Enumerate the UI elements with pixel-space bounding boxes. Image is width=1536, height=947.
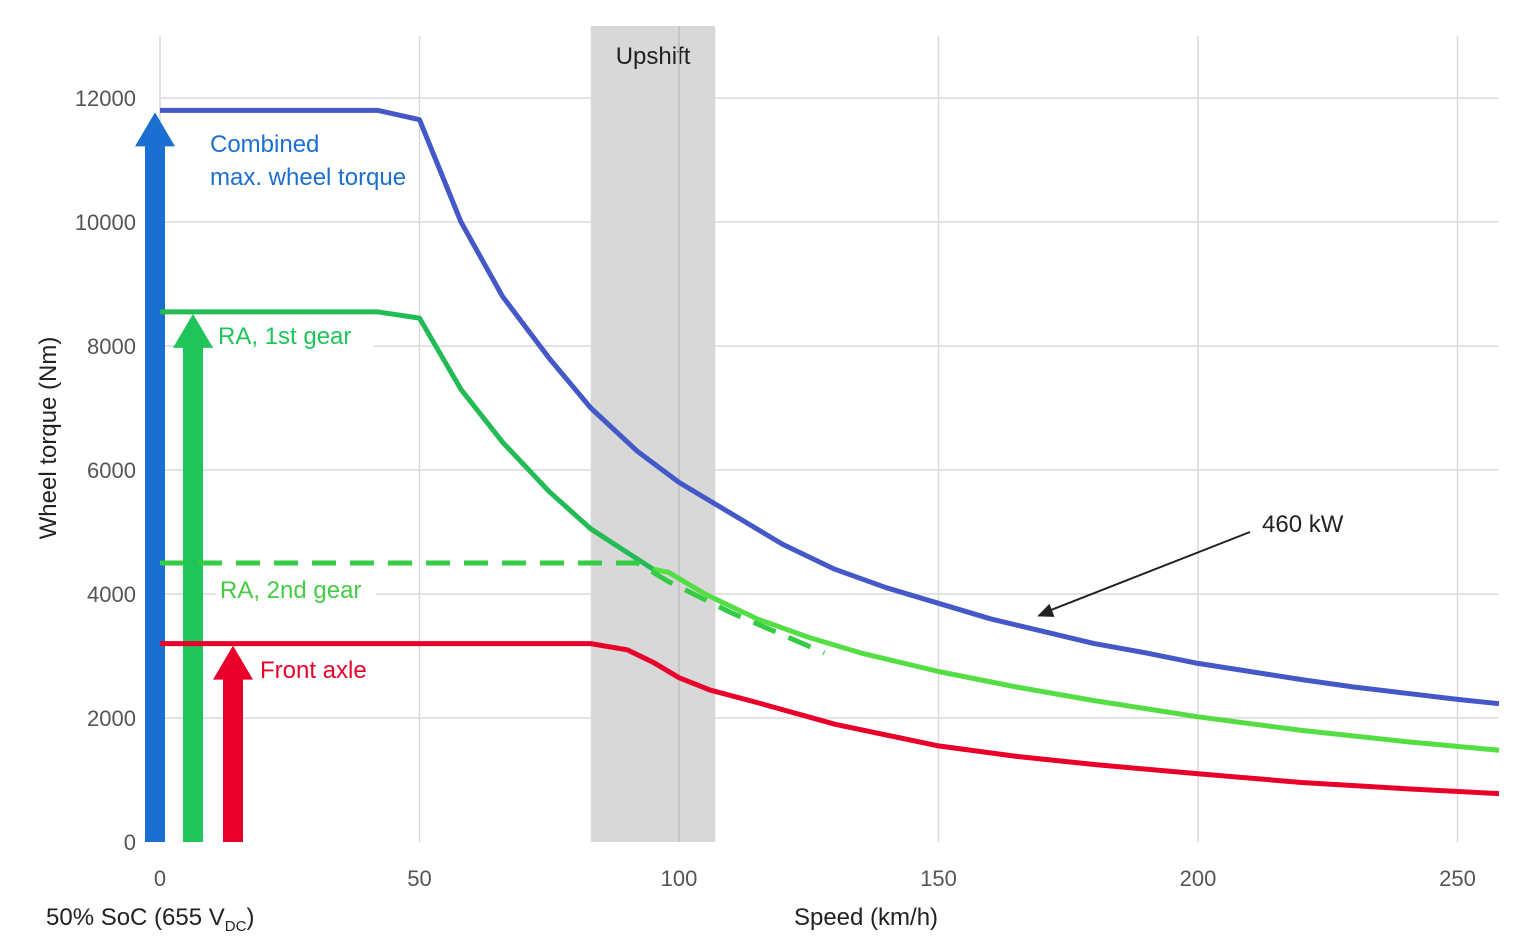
- y-tick-4000: 4000: [87, 582, 136, 607]
- series-label-combined-max-wheel-torque-0: Combined: [210, 131, 319, 158]
- series-label-bg-ra-1st-gear: [214, 320, 374, 352]
- x-tick-0: 0: [154, 866, 166, 891]
- power-annotation-label: 460 kW: [1262, 511, 1344, 538]
- power-annotation-line: [1044, 531, 1251, 614]
- arrow-front-axle: [213, 645, 253, 842]
- torque-arrows: [135, 112, 253, 842]
- y-tick-8000: 8000: [87, 334, 136, 359]
- x-tick-50: 50: [407, 866, 431, 891]
- series-labels: Combined max. wheel torque RA, 1st gear RA,…: [210, 131, 1344, 684]
- arrow-combined-max-wheel-torque: [135, 112, 175, 842]
- x-tick-250: 250: [1439, 866, 1476, 891]
- series-line-ra-2nd-gear-dashed: [160, 560, 826, 656]
- series-label-front-axle: Front axle: [260, 657, 367, 684]
- y-tick-12000: 12000: [75, 86, 136, 111]
- arrow-head-front-axle: [213, 645, 253, 680]
- series-label-bg-ra-2nd-gear: [216, 574, 376, 606]
- x-tick-100: 100: [661, 866, 698, 891]
- arrow-head-combined-max-wheel-torque: [135, 112, 175, 147]
- y-axis-title: Wheel torque (Nm): [35, 337, 62, 540]
- arrow-head-ra-1st-gear: [173, 313, 213, 348]
- y-tick-0: 0: [124, 830, 136, 855]
- series-label-ra-1st-gear: RA, 1st gear: [218, 323, 351, 350]
- arrow-shaft-ra-1st-gear: [183, 345, 203, 842]
- x-tick-150: 150: [920, 866, 957, 891]
- soc-footnote: 50% SoC (655 VDC): [46, 904, 254, 935]
- series-lines: [160, 107, 1500, 797]
- soc-footnote-suffix: ): [246, 904, 254, 931]
- series-line-combined-max-wheel-torque: [160, 107, 1500, 707]
- power-annotation-arrowhead: [1037, 603, 1055, 617]
- arrow-ra-1st-gear: [173, 313, 213, 842]
- series-label-combined-max-wheel-torque-1: max. wheel torque: [210, 164, 406, 191]
- series-label-ra-2nd-gear: RA, 2nd gear: [220, 577, 361, 604]
- upshift-band-rect: [590, 26, 716, 842]
- y-tick-6000: 6000: [87, 458, 136, 483]
- soc-footnote-subscript: DC: [225, 918, 247, 935]
- arrow-shaft-front-axle: [223, 677, 243, 842]
- arrow-shaft-combined-max-wheel-torque: [145, 144, 165, 842]
- y-tick-10000: 10000: [75, 210, 136, 235]
- upshift-label: Upshift: [616, 43, 691, 70]
- tick-labels: 0 50 100 150 200 250 0 2000 4000 6000 8000 10000 120…: [75, 86, 1476, 891]
- series-line-ra-1st-gear: [160, 309, 655, 572]
- x-tick-200: 200: [1180, 866, 1217, 891]
- y-tick-2000: 2000: [87, 706, 136, 731]
- power-annotation: 460 kW: [1037, 511, 1344, 617]
- series-line-ra-2nd-gear: [652, 566, 1500, 753]
- upshift-band: Upshift: [590, 26, 716, 842]
- series-line-front-axle: [160, 641, 1500, 797]
- soc-footnote-prefix: 50% SoC (655 V: [46, 904, 225, 931]
- x-axis-title: Speed (km/h): [794, 904, 938, 931]
